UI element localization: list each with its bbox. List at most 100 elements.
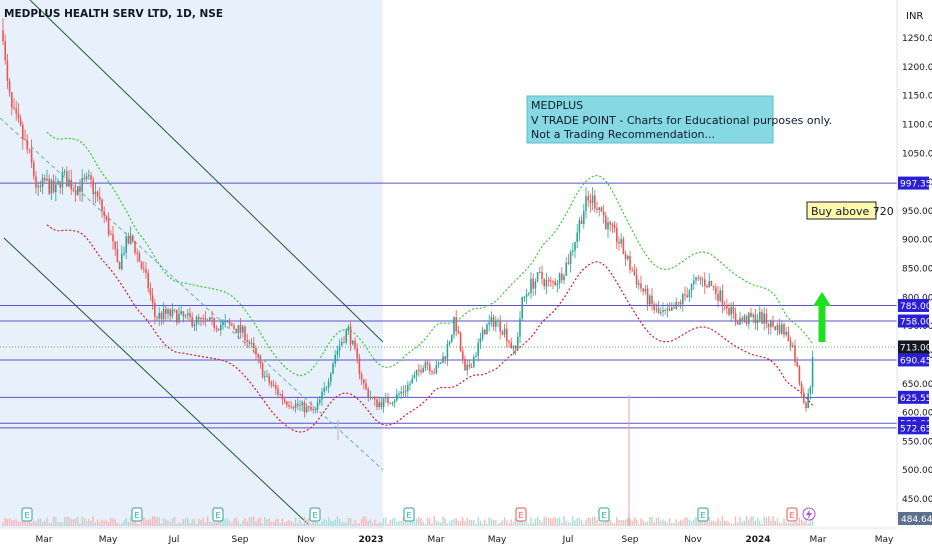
- candle-body: [728, 308, 730, 315]
- volume-bar: [178, 522, 180, 526]
- candle-body: [451, 334, 453, 342]
- volume-bar: [446, 523, 449, 526]
- candle-body: [484, 329, 486, 335]
- volume-bar: [211, 521, 213, 526]
- volume-bar: [222, 516, 224, 526]
- candle-body: [519, 318, 521, 337]
- volume-bar: [101, 519, 103, 526]
- volume-bar: [99, 522, 101, 526]
- time-tick-label: May: [99, 535, 118, 545]
- price-tick-label: 850.00: [902, 265, 932, 275]
- candle-body: [666, 308, 669, 311]
- candle-body: [752, 314, 754, 317]
- volume-bar: [609, 519, 611, 526]
- candle-body: [798, 366, 801, 384]
- volume-bar: [407, 522, 409, 526]
- volume-bar: [52, 516, 55, 526]
- candle-body: [123, 252, 125, 254]
- time-tick-label: Mar: [428, 535, 445, 545]
- candle-body: [79, 186, 81, 192]
- volume-bar: [310, 523, 312, 526]
- candle-body: [204, 318, 207, 320]
- volume-bar: [514, 519, 517, 526]
- candle-body: [499, 320, 501, 332]
- volume-bar: [517, 519, 519, 526]
- volume-bar: [297, 523, 299, 526]
- candle-body: [539, 271, 541, 273]
- candle-body: [662, 309, 664, 312]
- volume-bar: [640, 518, 642, 526]
- volume-bar: [107, 522, 110, 526]
- volume-bar: [662, 519, 664, 526]
- candle-body: [631, 269, 633, 271]
- candle-body: [708, 281, 710, 288]
- candle-body: [761, 311, 763, 324]
- candle-body: [231, 323, 233, 326]
- volume-bar: [759, 520, 761, 526]
- volume-bar: [739, 516, 741, 526]
- volume-bar: [484, 519, 486, 526]
- candle-body: [528, 293, 530, 295]
- candle-body: [413, 375, 416, 379]
- currency-label[interactable]: INR: [906, 11, 923, 22]
- price-tick-label: 1150.00: [902, 92, 932, 102]
- candle-body: [682, 294, 684, 305]
- volume-bar: [422, 521, 424, 526]
- candle-body: [15, 108, 17, 114]
- earnings-marker-icon: [21, 507, 33, 522]
- earnings-marker-letter: E: [215, 511, 220, 520]
- time-tick-label: Jul: [562, 535, 574, 545]
- volume-bar: [627, 517, 629, 526]
- volume-bar: [321, 521, 323, 526]
- volume-bar: [136, 523, 138, 526]
- earnings-marker-icon: [697, 507, 709, 522]
- candle-body: [341, 342, 343, 346]
- candle-body: [222, 322, 224, 325]
- time-tick-label: May: [488, 535, 507, 545]
- volume-bar: [752, 516, 754, 526]
- volume-bar: [717, 518, 719, 526]
- volume-bar: [651, 516, 653, 526]
- candle-body: [558, 273, 561, 283]
- candle-body: [684, 294, 686, 296]
- candle-body: [523, 296, 526, 298]
- volume-bar: [451, 519, 453, 526]
- price-axis[interactable]: 450.00500.00550.00600.00650.00700.00750.…: [896, 0, 932, 520]
- candle-body: [321, 391, 323, 400]
- candle-body: [277, 388, 279, 395]
- volume-bar: [74, 518, 77, 526]
- candle-body: [83, 177, 86, 180]
- volume-bar: [765, 517, 768, 526]
- volume-bar: [550, 518, 552, 526]
- volume-tag: 484.64K: [898, 512, 932, 525]
- volume-bar: [719, 521, 721, 526]
- volume-bar: [415, 518, 418, 526]
- volume-bar: [250, 517, 253, 526]
- candle-body: [72, 189, 75, 191]
- candle-body: [242, 326, 244, 333]
- volume-bar: [677, 521, 680, 526]
- volume-bar: [530, 517, 532, 526]
- volume-bar: [629, 518, 631, 526]
- candle-body: [627, 256, 629, 259]
- volume-bar: [556, 518, 559, 526]
- candle-body: [404, 391, 407, 393]
- candle-body: [376, 399, 378, 408]
- candle-body: [156, 316, 158, 319]
- candle-body: [107, 219, 110, 235]
- candle-body: [794, 345, 796, 363]
- candle-body: [149, 288, 152, 296]
- candle-body: [110, 234, 112, 236]
- volume-bar: [631, 520, 633, 526]
- volume-bar: [675, 519, 677, 526]
- volume-bar: [220, 519, 222, 526]
- candle-body: [796, 362, 798, 367]
- candle-body: [470, 366, 473, 368]
- time-axis[interactable]: Mar May Jul Sep Nov 2023 Mar May Jul Sep Nov 2024 Ma…: [0, 527, 897, 545]
- volume-bar: [598, 523, 600, 526]
- envelope-layer: [46, 131, 814, 433]
- volume-bar: [666, 522, 669, 526]
